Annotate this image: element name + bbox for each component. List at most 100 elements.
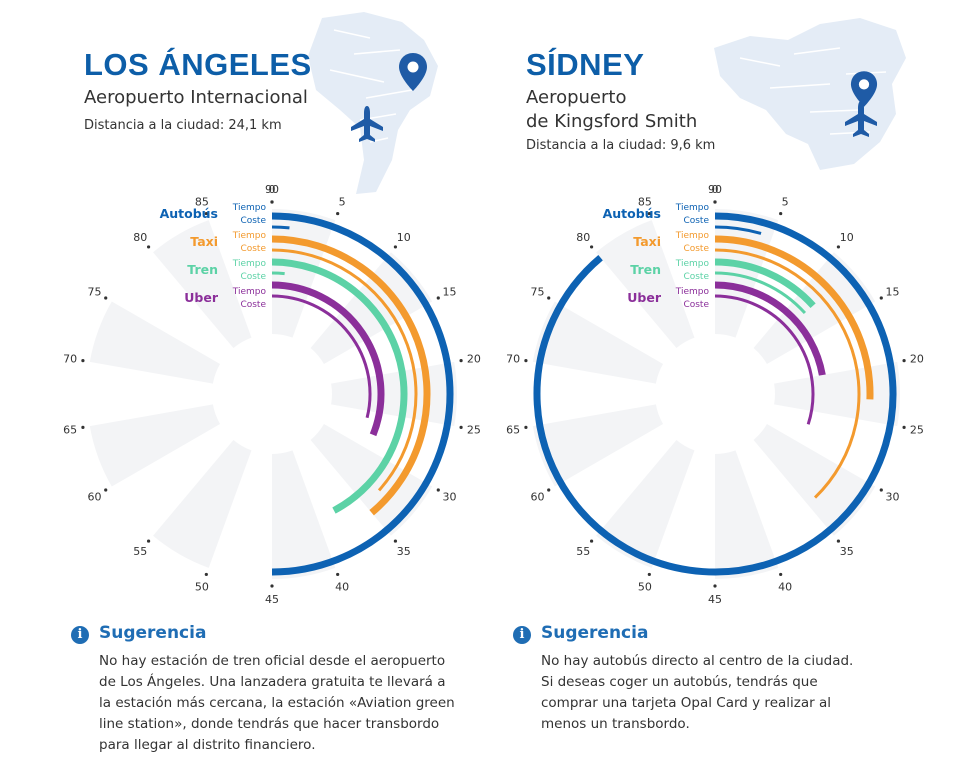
background-sector (89, 404, 221, 487)
tick-label: 85 (195, 195, 209, 208)
tick-label: 40 (335, 581, 349, 594)
tick-label: 25 (910, 424, 924, 437)
airplane-icon (845, 101, 877, 137)
tick-label: 15 (886, 286, 900, 299)
arc-uber-coste (271, 294, 372, 419)
tick-dot (336, 211, 340, 216)
background-sector (715, 450, 779, 579)
tick-dot (459, 425, 463, 429)
radial-chart-los-angeles: 0 5 10 15 20 25 30 35 40 45 50 55 60 65 70 75 80 85 90 Auto… (63, 183, 481, 606)
tick-label: 25 (467, 424, 481, 437)
legend-metric-tiempo: Tiempo (675, 259, 710, 269)
arc-autobus-coste (271, 225, 290, 230)
tick-dot (104, 488, 108, 492)
tip-title-los-angeles: Sugerencia (99, 623, 207, 643)
tick-label: 45 (265, 593, 279, 606)
tick-dot (647, 211, 651, 216)
tip-text-sidney: No hay autobús directo al centro de la c… (541, 651, 853, 735)
arc-autobus-tiempo (533, 212, 897, 576)
tick-label: 0 (712, 183, 719, 196)
tip-line: No hay autobús directo al centro de la c… (541, 653, 854, 669)
tick-dot (547, 488, 551, 492)
tick-label: 85 (638, 195, 652, 208)
tick-dot (146, 539, 151, 543)
tick-label: 55 (133, 545, 147, 558)
map-pin-icon (399, 53, 427, 91)
arc-taxi-coste (271, 248, 418, 492)
legend-metric-coste: Coste (683, 300, 709, 310)
tick-label: 90 (708, 183, 722, 196)
tick-dot (204, 572, 208, 577)
tick-dot (104, 296, 108, 300)
arc-taxi-tiempo (271, 235, 431, 516)
info-icon: i (513, 626, 531, 644)
background-sector (774, 361, 900, 427)
tick-dot (81, 425, 85, 429)
city-title-sidney: SÍDNEY (526, 47, 645, 82)
legend-metric-tiempo: Tiempo (232, 203, 267, 213)
airport-name-sidney: Aeropuerto de Kingsford Smith (526, 86, 697, 134)
tick-label: 30 (443, 491, 457, 504)
tip-line: line station», donde tendrás que hacer t… (99, 716, 440, 732)
airport-name-line: Aeropuerto Internacional (84, 87, 308, 108)
arc-uber-tiempo (714, 281, 826, 376)
tick-label: 0 (269, 183, 276, 196)
tick-dot (204, 211, 208, 216)
tick-dot (589, 539, 594, 543)
tick-label: 50 (638, 581, 652, 594)
tick-dot (902, 359, 906, 363)
tick-dot (879, 296, 883, 300)
background-sector (331, 361, 457, 427)
tick-label: 10 (840, 231, 854, 244)
arc-tren-tiempo (714, 258, 816, 309)
airport-name-line: Aeropuerto (526, 87, 627, 108)
legend-metric-tiempo: Tiempo (675, 203, 710, 213)
distance-sidney: Distancia a la ciudad: 9,6 km (526, 138, 716, 153)
legend-tren: Tren (630, 262, 661, 277)
tip-line: de Los Ángeles. Una lanzadera gratuita t… (99, 674, 446, 690)
tip-line: No hay estación de tren oficial desde el… (99, 653, 446, 669)
tick-label: 65 (63, 424, 77, 437)
legend-autobus: Autobús (603, 206, 661, 221)
airplane-icon (351, 106, 383, 142)
legend-uber: Uber (627, 290, 662, 305)
tick-label: 5 (339, 195, 346, 208)
tip-text-los-angeles: No hay estación de tren oficial desde el… (99, 651, 455, 756)
tip-line: la estación más cercana, la estación «Av… (99, 695, 455, 711)
background-sector (272, 450, 336, 579)
tick-label: 45 (708, 593, 722, 606)
tick-label: 55 (576, 545, 590, 558)
panel-los-angeles: LOS ÁNGELES Aeropuerto Internacional Dis… (63, 12, 481, 756)
background-sector (596, 220, 695, 349)
background-sector (753, 252, 876, 364)
arc-taxi-tiempo (714, 235, 874, 400)
tick-label: 60 (530, 491, 544, 504)
airport-name-los-angeles: Aeropuerto Internacional (84, 86, 308, 110)
tip-title-sidney: Sugerencia (541, 623, 649, 643)
map-pin-icon (850, 71, 878, 107)
tick-label: 80 (576, 231, 590, 244)
tick-dot (81, 359, 85, 363)
tick-label: 30 (886, 491, 900, 504)
legend-tren: Tren (187, 262, 218, 277)
tick-dot (146, 245, 151, 249)
tick-label: 15 (443, 286, 457, 299)
arc-tren-tiempo (271, 258, 408, 514)
tick-label: 20 (910, 352, 924, 365)
legend-metric-coste: Coste (240, 300, 266, 310)
tick-dot (524, 425, 528, 429)
arc-autobus-coste (714, 225, 762, 235)
tick-dot (459, 359, 463, 363)
tick-dot (336, 572, 340, 577)
tick-label: 35 (840, 545, 854, 558)
tick-dot (902, 425, 906, 429)
tick-label: 60 (87, 491, 101, 504)
background-sector (753, 424, 876, 536)
tick-dot (589, 245, 594, 249)
background-sector (532, 404, 664, 487)
legend-metric-tiempo: Tiempo (232, 287, 267, 297)
legend-metric-coste: Coste (683, 272, 709, 282)
tick-dot (713, 200, 717, 204)
legend-metric-coste: Coste (683, 216, 709, 226)
background-sector (153, 220, 252, 349)
